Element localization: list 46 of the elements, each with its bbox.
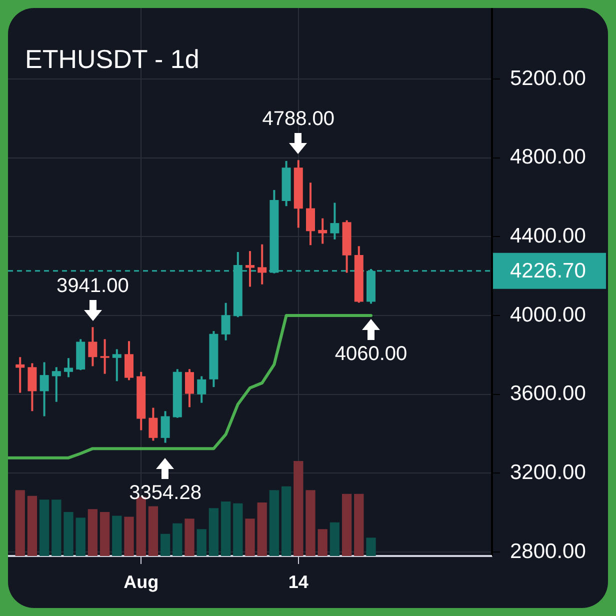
bar — [64, 512, 74, 556]
bar — [27, 496, 38, 556]
bar — [15, 490, 25, 556]
bar — [354, 494, 364, 556]
bar — [220, 502, 231, 556]
bar — [294, 461, 304, 556]
annotation: 3354.28 — [129, 482, 202, 504]
bar — [233, 503, 243, 556]
bar — [245, 518, 255, 556]
bar — [88, 509, 98, 556]
bar — [366, 538, 376, 556]
text: ETHUSDT - 1d — [25, 44, 200, 74]
bar — [76, 518, 86, 556]
bar — [318, 529, 328, 556]
y-tick-label: 3200.00 — [510, 461, 586, 484]
y-tick-label: 3600.00 — [510, 382, 586, 406]
y-tick-label: 4000.00 — [510, 303, 586, 326]
x-tick-label: 14 — [288, 572, 308, 592]
bar — [172, 523, 182, 556]
y-tick-label: 5200.00 — [510, 66, 586, 90]
y-tick-label: 2800.00 — [510, 540, 586, 563]
candlestick — [100, 339, 110, 374]
bar — [257, 502, 267, 556]
bar — [100, 512, 110, 556]
bar — [52, 500, 62, 556]
bar — [306, 490, 316, 556]
bar — [148, 506, 158, 556]
x-tick-label: Aug — [124, 572, 159, 592]
annotation: 4060.00 — [334, 342, 408, 365]
bar — [112, 516, 122, 556]
bar — [330, 522, 340, 556]
y-tick-label: 4800.00 — [510, 146, 586, 169]
bar — [281, 486, 292, 556]
bar — [342, 494, 352, 556]
y-tick-label: 4400.00 — [510, 224, 586, 248]
bar — [196, 529, 206, 556]
bar — [124, 516, 134, 556]
bar — [39, 500, 50, 556]
bar — [160, 534, 170, 556]
bar — [208, 508, 219, 556]
annotation: 3941.00 — [56, 275, 129, 298]
annotation: 4788.00 — [262, 108, 335, 130]
bar — [184, 518, 194, 556]
bar — [269, 490, 280, 556]
ref-line-label: 4226.70 — [510, 260, 586, 283]
candlestick — [246, 251, 254, 287]
